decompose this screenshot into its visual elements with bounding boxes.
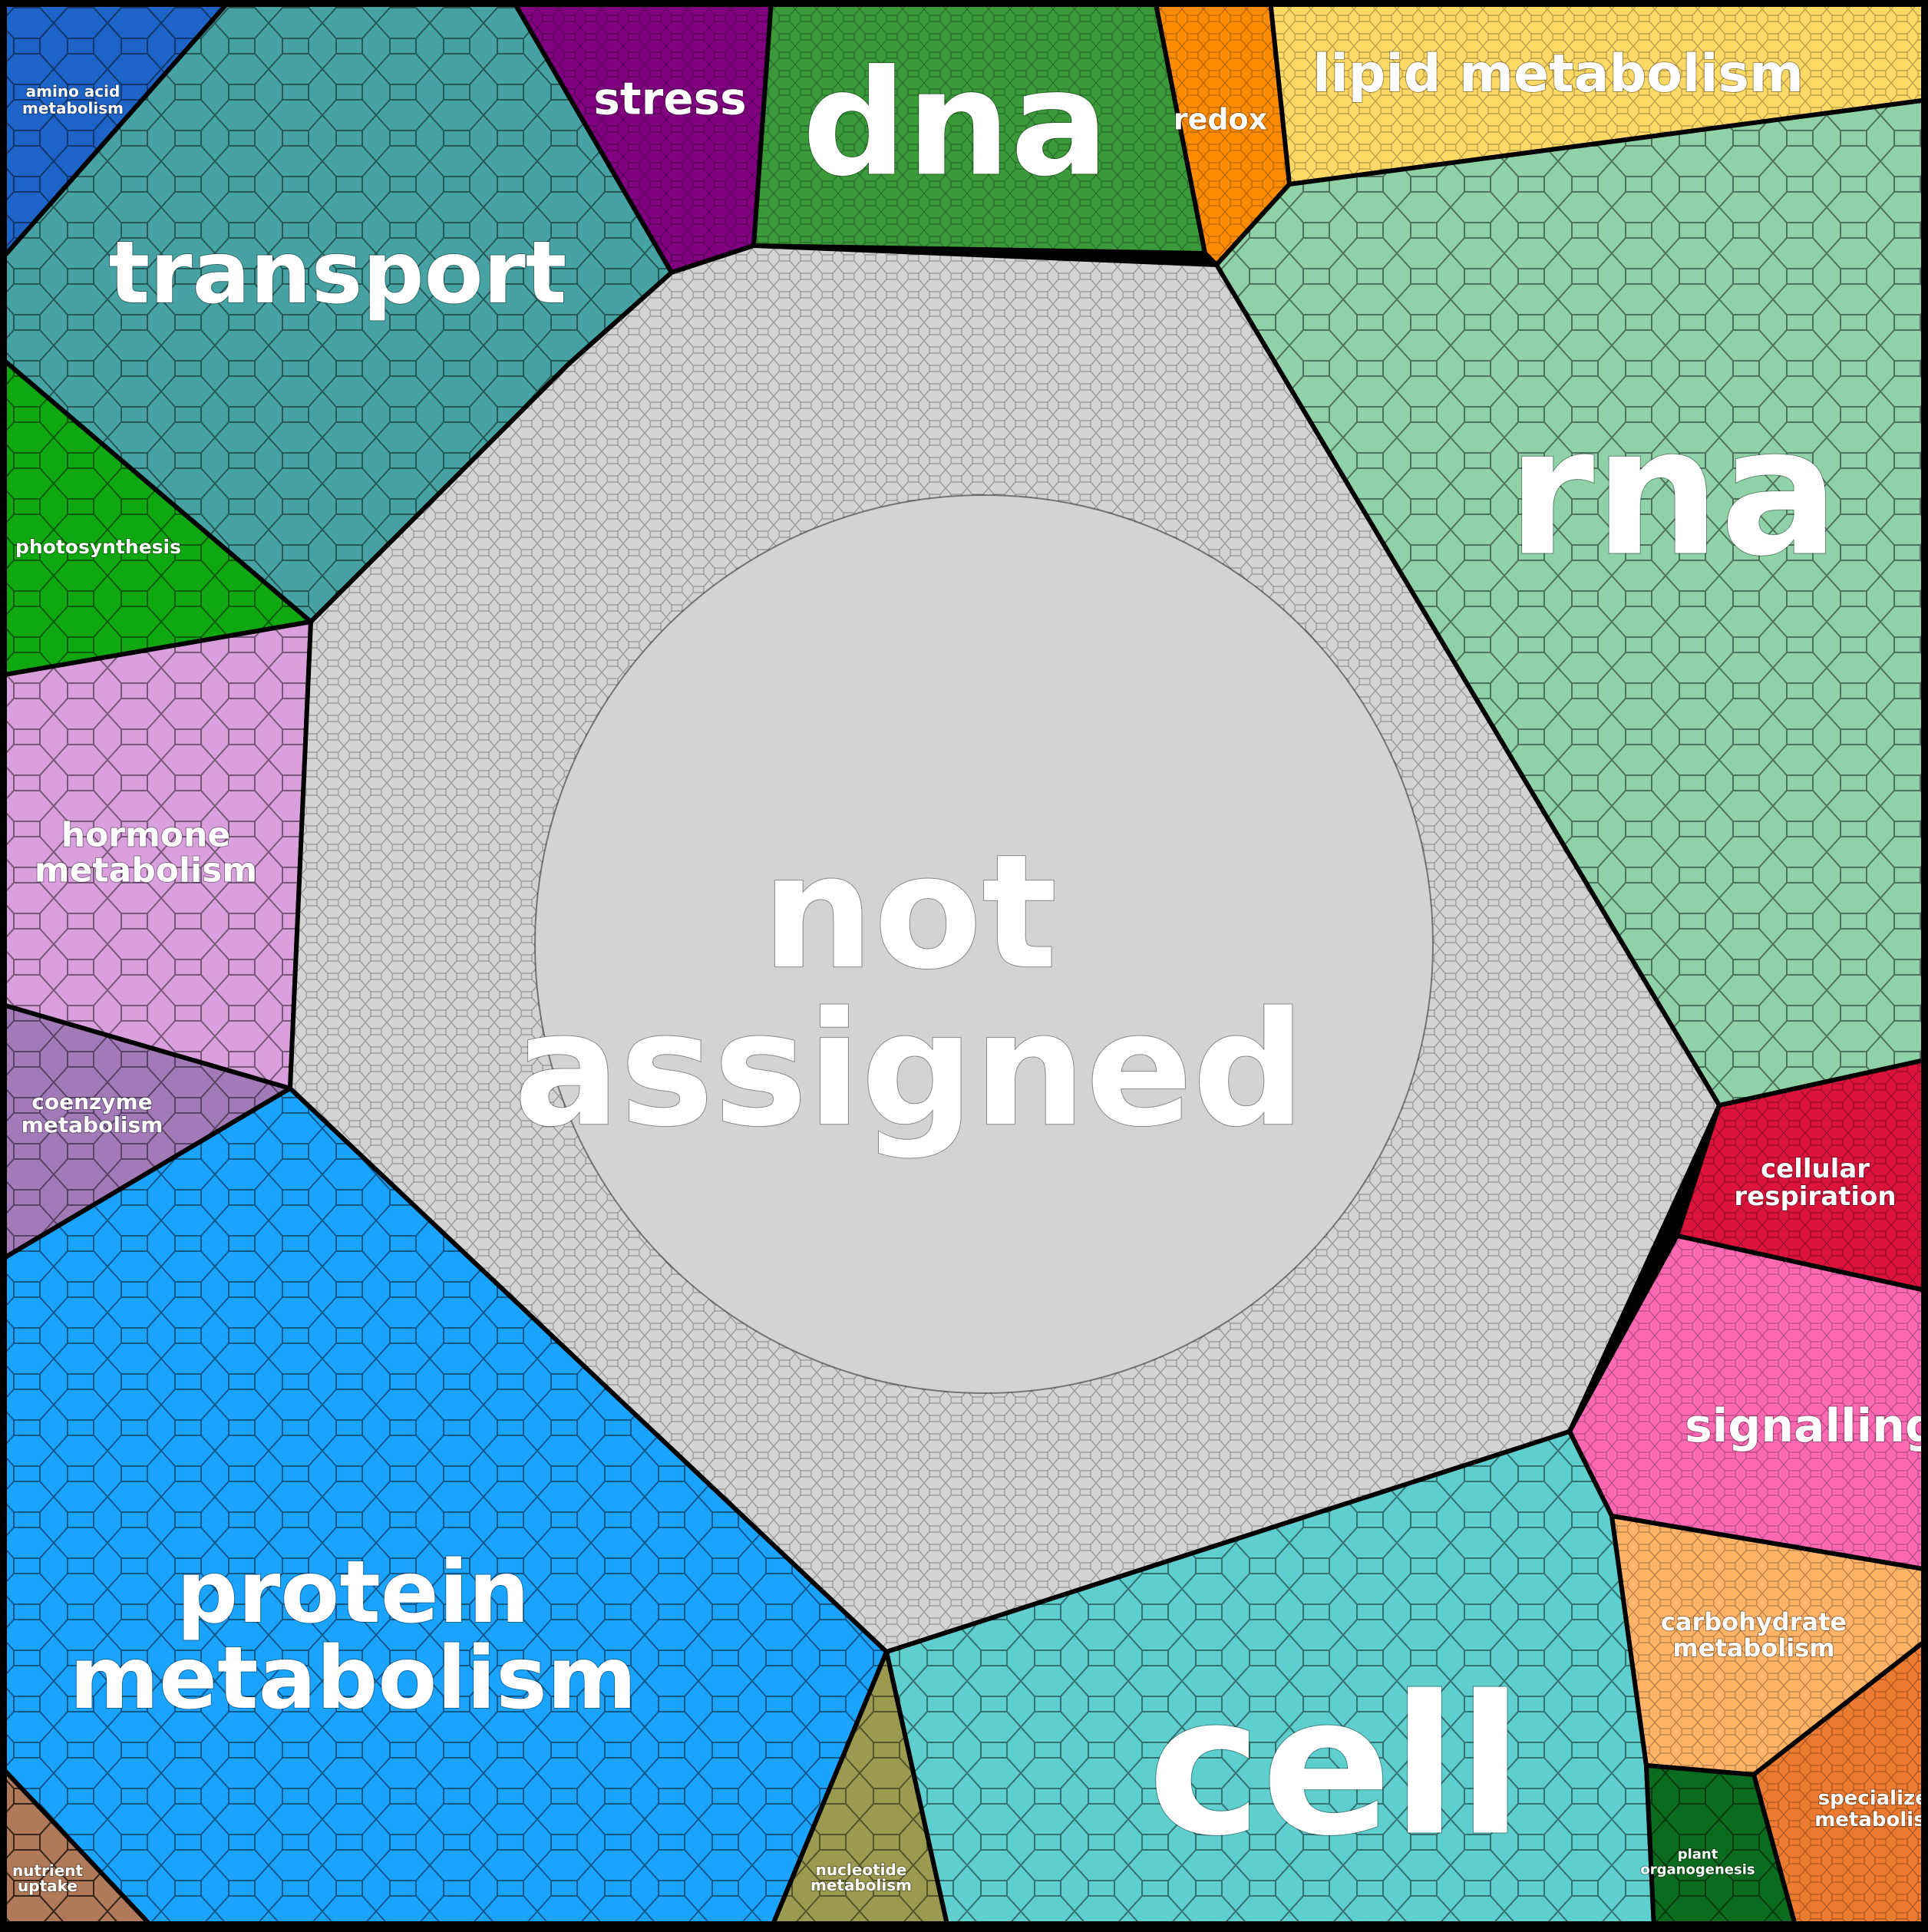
region-texture-cell bbox=[886, 1432, 1654, 1928]
region-label-line: lipid metabolism bbox=[1312, 44, 1804, 104]
region-label-plant: plant organogenesis bbox=[1640, 1846, 1755, 1878]
region-texture-cellular bbox=[1677, 1059, 1928, 1291]
region-label-line: metabolism bbox=[810, 1876, 912, 1894]
region-label-line: signalling bbox=[1685, 1399, 1928, 1453]
region-texture-transport bbox=[0, 0, 672, 622]
region-label-photosynthesis: photosynthesis bbox=[15, 536, 181, 558]
region-label-line: nutrient bbox=[12, 1861, 84, 1880]
region-label-rna: rna bbox=[1507, 391, 1839, 596]
region-label-nutrient: nutrient uptake bbox=[12, 1861, 84, 1895]
region-label-line: metabolism bbox=[1814, 1808, 1928, 1831]
region-texture-carbohydrate bbox=[1612, 1516, 1928, 1775]
region-texture-specialized bbox=[1754, 1639, 1928, 1928]
region-label-amino: amino acid metabolism bbox=[22, 82, 124, 117]
region-texture-hormone bbox=[0, 622, 311, 1088]
region-label-cell: cell bbox=[1147, 1655, 1523, 1878]
region-label-line: photosynthesis bbox=[15, 536, 181, 558]
region-label-line: specialized bbox=[1818, 1787, 1928, 1810]
region-label-notassigned: not assigned bbox=[513, 821, 1305, 1161]
region-label-line: nucleotide bbox=[816, 1861, 907, 1879]
region-label-line: redox bbox=[1174, 102, 1267, 136]
region-texture-rna bbox=[1217, 100, 1928, 1105]
region-label-line: uptake bbox=[18, 1877, 78, 1895]
region-label-line: protein bbox=[177, 1543, 530, 1643]
region-label-cellular: cellular respiration bbox=[1734, 1154, 1896, 1212]
region-texture-stress bbox=[513, 0, 771, 272]
region-label-line: assigned bbox=[513, 979, 1305, 1161]
region-label-line: cell bbox=[1147, 1655, 1523, 1878]
region-label-line: hormone bbox=[61, 815, 231, 854]
region-texture-redox bbox=[1155, 0, 1289, 265]
region-texture-coenzyme bbox=[0, 1004, 290, 1260]
region-label-line: metabolism bbox=[1672, 1633, 1834, 1663]
region-label-line: organogenesis bbox=[1640, 1861, 1755, 1878]
region-label-dna: dna bbox=[802, 39, 1108, 209]
region-label-line: respiration bbox=[1734, 1181, 1896, 1212]
region-label-lipid: lipid metabolism bbox=[1312, 44, 1804, 104]
region-label-stress: stress bbox=[593, 72, 746, 124]
region-label-line: transport bbox=[109, 223, 567, 323]
region-label-hormone: hormone metabolism bbox=[35, 815, 257, 890]
region-label-coenzyme: coenzyme metabolism bbox=[21, 1089, 163, 1138]
region-label-line: metabolism bbox=[21, 1112, 163, 1138]
region-label-line: plant bbox=[1678, 1846, 1718, 1862]
region-texture-lipid bbox=[1270, 0, 1928, 184]
region-texture-dna bbox=[754, 0, 1205, 253]
region-label-nucleotide: nucleotide metabolism bbox=[810, 1861, 912, 1894]
region-label-line: coenzyme bbox=[31, 1089, 152, 1115]
region-label-line: rna bbox=[1507, 391, 1839, 596]
region-label-protein: protein metabolism bbox=[69, 1543, 636, 1729]
region-label-line: cellular bbox=[1761, 1154, 1870, 1184]
region-texture-nucleotide bbox=[771, 1652, 948, 1928]
region-label-signalling: signalling bbox=[1685, 1399, 1928, 1453]
region-label-line: stress bbox=[593, 72, 746, 124]
region-label-line: amino acid bbox=[26, 82, 121, 101]
center-cell bbox=[534, 494, 1434, 1394]
region-texture-protein bbox=[0, 1088, 886, 1928]
region-label-line: dna bbox=[802, 39, 1108, 209]
region-label-line: not bbox=[762, 821, 1058, 1004]
region-label-transport: transport bbox=[109, 223, 567, 323]
region-label-redox: redox bbox=[1174, 102, 1267, 136]
region-texture-nutrient bbox=[0, 1765, 154, 1928]
region-texture-plant bbox=[1646, 1765, 1796, 1928]
region-label-line: metabolism bbox=[35, 850, 257, 890]
region-texture-photosynthesis bbox=[0, 357, 311, 675]
region-label-specialized: specializedmetabolism bbox=[1814, 1787, 1928, 1831]
region-label-line: metabolism bbox=[22, 99, 124, 117]
region-texture-signalling bbox=[1570, 1236, 1928, 1570]
region-label-line: carbohydrate bbox=[1661, 1607, 1847, 1636]
region-label-line: metabolism bbox=[69, 1629, 636, 1729]
region-label-carbohydrate: carbohydrate metabolism bbox=[1661, 1607, 1847, 1663]
